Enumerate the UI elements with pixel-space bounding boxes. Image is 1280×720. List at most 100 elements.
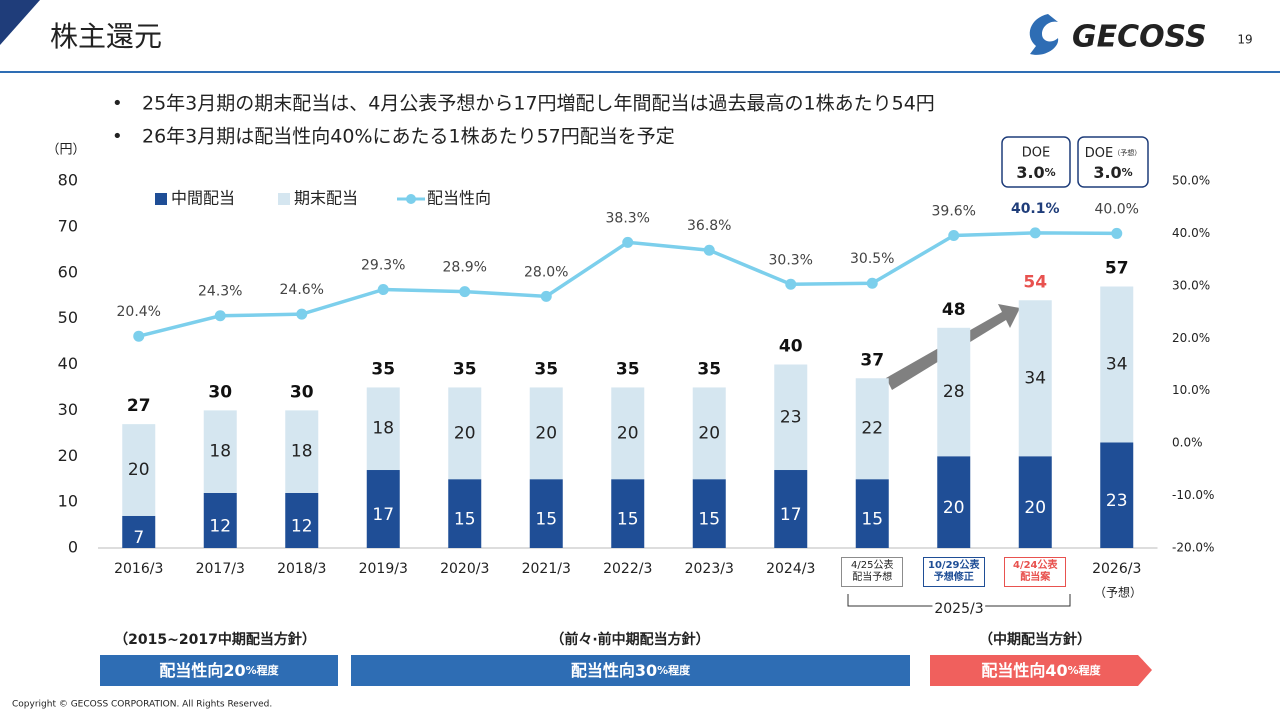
- policy-text: 配当性向20%程度: [159, 661, 279, 680]
- y-tick-label: 50: [58, 308, 78, 327]
- bar-segment: [122, 424, 156, 516]
- x-tick-label: 4/25公表 配当予想: [841, 557, 904, 587]
- y2-tick-label: -20.0%: [1172, 541, 1214, 555]
- policy-suffix: %程度: [246, 663, 280, 677]
- legend-marker: [406, 194, 416, 204]
- line-marker: [703, 244, 715, 256]
- segment-label: 20: [1024, 498, 1046, 518]
- bar-segment: [1018, 456, 1052, 548]
- line-value-label: 39.6%: [932, 204, 976, 220]
- segment-label: 15: [454, 510, 476, 530]
- doe-value: 3.0%: [1016, 163, 1055, 182]
- bar-segment: [122, 515, 156, 548]
- bar-segment: [774, 470, 808, 548]
- line-value-label: 40.1%: [1011, 201, 1060, 217]
- legend-swatch: [278, 193, 290, 205]
- doe-number: 3.0: [1093, 163, 1121, 182]
- line-value-label: 30.5%: [850, 251, 894, 267]
- legend-swatch: [155, 193, 167, 205]
- line-value-label: 24.3%: [198, 284, 242, 300]
- group-bracket: [847, 594, 1071, 607]
- x-tick-label: 2024/3: [766, 561, 816, 577]
- policy-bands: （2015~2017中期配当方針）配当性向20%程度（前々·前中期配当方針）配当…: [100, 631, 1152, 686]
- segment-label: 34: [1106, 355, 1128, 375]
- bar-segment: [1100, 286, 1134, 443]
- line-marker: [540, 290, 552, 302]
- x-tick-label: 2019/3: [358, 561, 408, 577]
- total-label: 35: [616, 359, 640, 379]
- bullet: 25年3月期の期末配当は、4月公表予想から17円増配し年間配当は過去最高の1株あ…: [142, 93, 935, 115]
- policy-heading: （中期配当方針）: [979, 631, 1091, 648]
- y-tick-label: 80: [58, 171, 78, 190]
- line-marker: [459, 286, 471, 298]
- page-number: 19: [1237, 33, 1252, 47]
- line-value-label: 40.0%: [1095, 201, 1139, 217]
- segment-label: 15: [698, 510, 720, 530]
- policy-text: 配当性向30%程度: [571, 661, 691, 680]
- bar-segment: [611, 387, 645, 480]
- segment-label: 15: [617, 510, 639, 530]
- policy-main: 配当性向20: [159, 661, 245, 680]
- bar-segment: [203, 410, 237, 493]
- line-marker: [1111, 227, 1123, 239]
- bullet-dot: •: [112, 126, 123, 147]
- doe-box: [1077, 136, 1149, 188]
- x-tick-label: 2021/3: [521, 561, 571, 577]
- y2-tick-label: 0.0%: [1172, 436, 1203, 450]
- doe-label-text: DOE: [1085, 146, 1113, 161]
- doe-note: （予想）: [1113, 148, 1141, 157]
- line-marker: [1029, 227, 1041, 239]
- segment-label: 22: [861, 419, 883, 439]
- slide-title: 株主還元: [50, 20, 162, 53]
- bar-segment: [529, 479, 563, 548]
- segment-label: 15: [535, 510, 557, 530]
- segment-label: 23: [780, 407, 802, 427]
- line-value-label: 38.3%: [606, 210, 650, 226]
- policy-main: 配当性向40: [981, 661, 1067, 680]
- x-tick-label: 2018/3: [277, 561, 327, 577]
- bar-segment: [203, 492, 237, 548]
- policy-text: 配当性向40%程度: [981, 661, 1101, 680]
- y2-tick-label: 40.0%: [1172, 226, 1210, 240]
- line-value-label: 20.4%: [117, 304, 161, 320]
- segment-label: 20: [943, 498, 965, 518]
- line-value-label: 36.8%: [687, 218, 731, 234]
- x-group-label: 2025/3: [934, 601, 983, 617]
- y-tick-label: 70: [58, 216, 78, 235]
- x-tick-label: 2022/3: [603, 561, 653, 577]
- copyright: Copyright © GECOSS CORPORATION. All Righ…: [12, 700, 272, 710]
- line-marker: [785, 278, 797, 290]
- policy-suffix: %程度: [1068, 663, 1102, 677]
- doe-unit: %: [1122, 166, 1133, 179]
- corner-decoration: [0, 0, 40, 45]
- bar-segment: [448, 387, 482, 480]
- x-tick-label: 2016/3: [114, 561, 164, 577]
- bar-segment: [1018, 300, 1052, 457]
- total-label: 30: [290, 382, 314, 402]
- policy-heading: （2015~2017中期配当方針）: [114, 631, 316, 648]
- segment-label: 18: [372, 419, 394, 439]
- policy-main: 配当性向30: [571, 661, 657, 680]
- bar-segment: [692, 387, 726, 480]
- total-label: 37: [860, 350, 884, 370]
- bar-segment: [855, 378, 889, 480]
- segment-label: 20: [535, 423, 557, 443]
- segment-label: 12: [209, 516, 231, 536]
- bar-segment: [1100, 442, 1134, 548]
- bar-segment: [692, 479, 726, 548]
- y2-tick-label: 30.0%: [1172, 278, 1210, 292]
- line-value-label: 29.3%: [361, 258, 405, 274]
- line-value-label: 24.6%: [280, 282, 324, 298]
- bar-segment: [774, 364, 808, 471]
- segment-label: 7: [133, 528, 144, 548]
- legend-label: 中間配当: [171, 189, 235, 208]
- bar-segment: [448, 479, 482, 548]
- y-tick-label: 30: [58, 400, 78, 419]
- y-axis-unit: （円）: [46, 143, 85, 158]
- bar-segment: [611, 479, 645, 548]
- total-label: 35: [453, 359, 477, 379]
- line-value-label: 30.3%: [769, 252, 813, 268]
- total-label: 40: [779, 337, 803, 357]
